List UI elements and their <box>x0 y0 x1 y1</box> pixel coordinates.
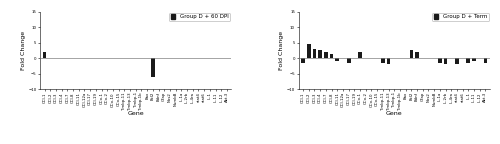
Bar <box>415 52 419 58</box>
Bar <box>318 50 322 58</box>
Bar <box>358 52 362 58</box>
Bar <box>444 58 448 64</box>
Bar <box>438 58 442 63</box>
Bar <box>472 58 476 61</box>
Y-axis label: Fold Change: Fold Change <box>20 31 25 70</box>
Bar <box>466 58 470 63</box>
Bar <box>307 44 310 58</box>
Bar <box>312 49 316 58</box>
X-axis label: Gene: Gene <box>128 111 144 116</box>
Bar <box>151 58 154 77</box>
Bar <box>410 50 413 58</box>
Bar <box>484 58 488 63</box>
Bar <box>330 54 334 58</box>
Bar <box>381 58 384 63</box>
X-axis label: Gene: Gene <box>386 111 402 116</box>
Bar <box>336 58 339 61</box>
Bar <box>455 58 459 64</box>
Bar <box>386 58 390 64</box>
Bar <box>301 58 305 63</box>
Bar <box>324 52 328 58</box>
Legend: Group D + Term: Group D + Term <box>432 13 489 21</box>
Bar <box>347 58 350 63</box>
Bar <box>42 52 46 58</box>
Legend: Group D + 60 DPI: Group D + 60 DPI <box>170 13 230 21</box>
Y-axis label: Fold Change: Fold Change <box>279 31 284 70</box>
